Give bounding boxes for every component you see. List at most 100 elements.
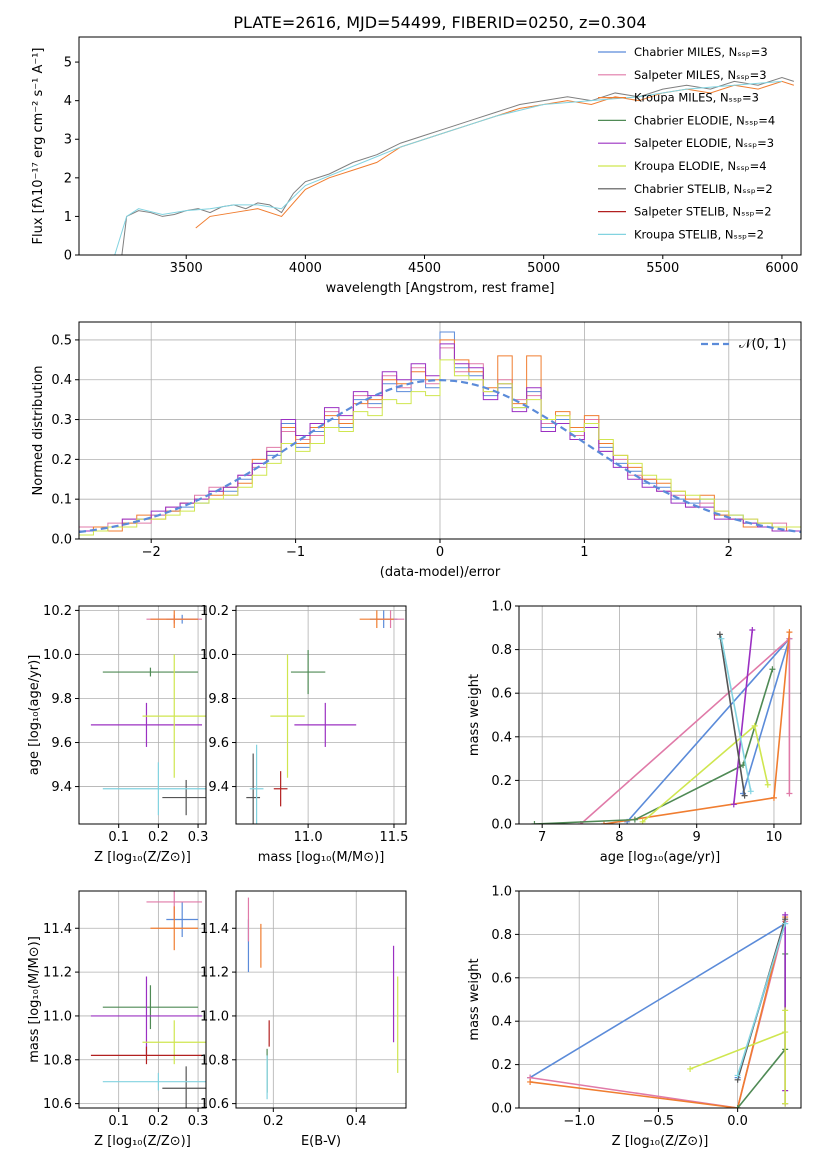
y-tick-label: 1 [64,210,72,225]
y-tick-label: 9.6 [208,736,229,751]
axes-frame [235,605,407,825]
x-axis-label: Z [log₁₀(Z/Z⊙)] [94,850,191,865]
data-layer [90,891,206,1108]
y-tick-label: 0.4 [491,730,512,745]
y-axis-label: mass weight [467,958,482,1040]
data-point [716,631,723,638]
data-layer [246,610,405,824]
series-line [626,638,791,823]
y-tick-label: 0.6 [491,971,512,986]
data-layer [114,76,795,255]
legend-label: Salpeter STELIB, Nₛₛₚ=2 [634,205,772,219]
chart-spectrum: 3500 4000 4500 5000 5500 6000 0 1 2 3 4 5 wavelength… [31,36,802,296]
data-point [782,1100,789,1107]
data-layer [90,610,206,816]
y-tick-label: 0.4 [51,373,72,388]
y-axis-label: mass [log₁₀(M/M⊙)] [27,936,42,1063]
y-tick-label: 0.2 [491,1058,512,1073]
y-tick-label: 4 [64,94,72,109]
data-point [782,1007,789,1014]
x-tick-label: −1 [286,545,305,560]
chart-age-vs-Z: 0.1 0.2 0.3 9.4 9.6 9.8 10.0 10.2 Z [log₁₀(Z/Z⊙)… [27,604,208,865]
chart-age-vs-mass: 11.0 11.5 9.4 9.6 9.8 10.0 10.2 mass [log₁₀(M/M… [200,604,408,865]
x-tick-label: 0 [436,545,444,560]
series-line [732,629,754,805]
y-tick-label: 9.4 [51,780,72,795]
y-tick-label: 10.8 [43,1053,72,1068]
y-tick-label: 1.0 [491,885,512,900]
y-tick-label: 5 [64,56,72,71]
x-tick-label: 11.5 [380,830,409,845]
x-tick-label: 2 [725,545,733,560]
x-axis-label: mass [log₁₀(M/M⊙)] [258,850,385,865]
y-tick-label: 9.8 [51,692,72,707]
legend-label: Kroupa ELODIE, Nₛₛₚ=4 [634,159,767,173]
data-point [527,1078,534,1085]
figure-title: PLATE=2616, MJD=54499, FIBERID=0250, z=0… [233,13,646,32]
legend-label: 𝒩(0, 1) [739,337,786,352]
x-axis-label: age [log₁₀(age/yr)] [600,850,721,865]
x-tick-label: 11.0 [294,830,323,845]
y-axis-label: mass weight [467,674,482,756]
series-line [529,916,786,1108]
x-tick-label: 0.0 [727,1114,748,1129]
x-tick-label: 4000 [289,261,322,276]
data-point [747,788,754,795]
series-line [719,634,746,796]
chart-residuals: −2 −1 0 1 2 0.0 0.1 0.2 0.3 0.4 0.5 (data-model)/er… [31,321,802,580]
y-tick-label: 0.8 [491,928,512,943]
series-line [720,638,752,792]
y-tick-label: 10.6 [43,1097,72,1112]
axes-frame [235,890,407,1109]
y-tick-label: 11.4 [200,922,229,937]
y-tick-label: 3 [64,133,72,148]
y-tick-label: 0.4 [491,1015,512,1030]
y-tick-label: 0 [64,249,72,264]
legend-label: Kroupa MILES, Nₛₛₚ=3 [634,91,759,105]
series-line [529,921,786,1108]
y-tick-label: 2 [64,171,72,186]
y-tick-label: 0.8 [491,643,512,658]
data-point [770,794,777,801]
data-layer [527,911,789,1108]
legend-label: Chabrier STELIB, Nₛₛₚ=2 [634,182,773,196]
y-tick-label: 10.0 [200,648,229,663]
x-tick-label: 0.1 [108,1114,129,1129]
y-tick-label: 0.1 [51,493,72,508]
series-line [689,1010,786,1104]
y-tick-label: 0.0 [491,818,512,833]
y-axis-label: Flux [fλ10⁻¹⁷ erg cm⁻² s⁻¹ A⁻¹] [31,48,46,245]
series-line [114,80,782,255]
x-tick-label: 3500 [170,261,203,276]
data-layer [531,626,793,824]
y-tick-label: 11.0 [43,1009,72,1024]
x-axis-label: wavelength [Angstrom, rest frame] [326,281,555,296]
data-point [749,626,756,633]
y-tick-label: 9.6 [51,736,72,751]
x-axis-label: Z [log₁₀(Z/Z⊙)] [612,1134,709,1149]
y-tick-label: 10.6 [200,1097,229,1112]
y-tick-label: 9.8 [208,692,229,707]
data-point [730,801,737,808]
series-line [529,921,787,1079]
x-tick-label: 8 [615,830,623,845]
y-axis-label: Normed distribution [31,366,46,496]
data-point [741,792,748,799]
data-point [687,1065,694,1072]
legend-label: Chabrier ELODIE, Nₛₛₚ=4 [634,113,775,127]
x-tick-label: 0.2 [263,1114,284,1129]
x-tick-label: 7 [538,830,546,845]
series-line [534,668,774,824]
data-layer [247,897,399,1100]
y-tick-label: 10.0 [43,648,72,663]
y-tick-label: 0.0 [51,533,72,548]
data-point [786,629,793,636]
data-point [600,821,607,824]
x-tick-label: 5000 [527,261,560,276]
y-tick-label: 0.3 [51,413,72,428]
x-tick-label: 0.4 [346,1114,367,1129]
y-axis-label: age [log₁₀(age/yr)] [27,655,42,776]
data-layer [79,331,801,536]
y-tick-label: 0.2 [51,453,72,468]
y-tick-label: 10.2 [43,604,72,619]
